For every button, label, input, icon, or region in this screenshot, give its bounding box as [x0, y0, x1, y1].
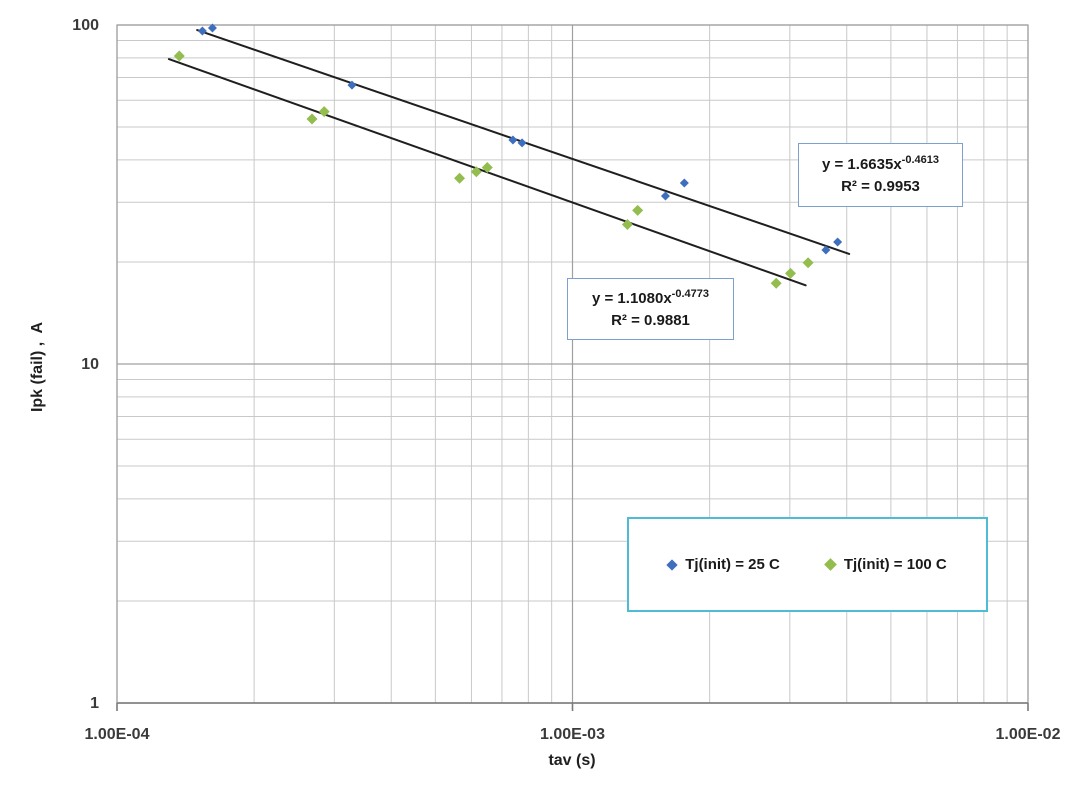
legend: Tj(init) = 25 C Tj(init) = 100 C [627, 517, 988, 612]
r-squared-value: R² = 0.9953 [841, 178, 920, 195]
data-point-series-0 [821, 245, 831, 255]
data-point-series-0 [679, 178, 689, 188]
legend-label: Tj(init) = 100 C [843, 556, 947, 573]
data-point-series-1 [454, 172, 466, 184]
equation-exponent: -0.4773 [671, 287, 709, 300]
data-point-series-1 [784, 267, 796, 279]
data-point-series-0 [347, 80, 357, 90]
data-point-series-1 [481, 161, 493, 173]
green-diamond-icon [823, 558, 837, 571]
data-point-series-0 [517, 138, 527, 148]
data-point-series-0 [207, 23, 217, 33]
data-point-series-1 [770, 277, 782, 289]
equation-line: y = 1.6635x-0.4613 [822, 152, 939, 177]
x-tick-label: 1.00E-02 [996, 726, 1061, 743]
data-point-series-0 [508, 135, 518, 145]
data-point-series-0 [660, 191, 670, 201]
equation-base: y = 1.1080x [592, 289, 672, 307]
equation-exponent: -0.4613 [901, 153, 939, 166]
x-tick-label: 1.00E-04 [85, 726, 150, 743]
trendline-equation-box-25c: y = 1.6635x-0.4613 R² = 0.9953 [798, 143, 963, 207]
data-point-series-0 [197, 26, 207, 36]
data-point-series-1 [470, 166, 482, 178]
data-point-series-1 [306, 113, 318, 125]
r-squared-value: R² = 0.9881 [611, 312, 690, 329]
legend-item-100c: Tj(init) = 100 C [823, 556, 947, 573]
trendline-equation-box-100c: y = 1.1080x-0.4773 R² = 0.9881 [567, 278, 734, 340]
equation-line: y = 1.1080x-0.4773 [592, 286, 709, 311]
y-tick-label: 1 [90, 695, 99, 712]
data-point-series-1 [632, 204, 644, 216]
x-axis-title: tav (s) [548, 752, 596, 769]
data-point-series-1 [173, 50, 185, 62]
y-tick-label: 10 [81, 356, 99, 373]
blue-diamond-icon [666, 558, 678, 571]
data-point-series-1 [802, 257, 814, 269]
y-axis-title: Ipk (fail) , A [29, 321, 46, 413]
data-point-series-1 [621, 218, 633, 230]
data-point-series-0 [833, 237, 843, 247]
equation-base: y = 1.6635x [822, 155, 902, 173]
x-tick-label: 1.00E-03 [540, 726, 605, 743]
legend-label: Tj(init) = 25 C [685, 556, 780, 573]
data-point-series-1 [318, 106, 330, 118]
y-tick-label: 100 [72, 17, 99, 34]
legend-item-25c: Tj(init) = 25 C [666, 556, 780, 573]
